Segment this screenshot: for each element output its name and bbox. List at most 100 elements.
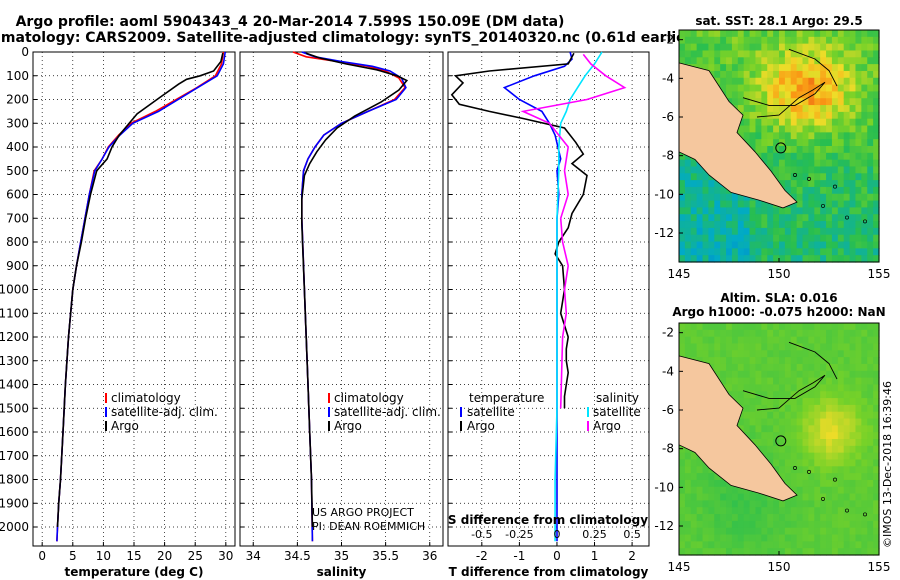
map-cell [790,370,798,379]
map-cell [779,64,786,72]
map-cell [714,30,721,38]
map-cell [855,520,862,529]
map-cell [855,57,862,65]
map-cell [820,105,827,113]
map-cell [779,473,786,481]
map-cell [837,411,845,420]
map-cell [867,493,874,502]
map-cell [726,57,733,65]
map-cell [820,541,827,549]
map-cell [755,527,762,536]
map-cell [767,241,774,249]
map-cell [767,507,774,515]
map-cell [843,50,851,58]
map-cell [679,473,686,481]
legend-label: Argo [593,419,621,433]
x-tick-label: -2 [476,549,488,563]
map-cell [826,363,833,372]
map-cell [684,343,692,351]
map-cell [855,125,862,133]
map-cell [737,363,745,372]
map-cell [761,36,768,45]
map-cell [837,105,845,113]
map-cell [714,43,721,52]
map-cell [761,398,768,406]
map-cell [826,43,833,52]
map-cell [790,377,798,386]
map-cell [773,384,780,392]
map-cell [767,64,774,72]
map-cell [790,125,798,133]
map-cell [720,329,727,338]
map-cell [684,466,692,474]
map-cell [731,77,739,86]
map-cell [796,500,804,508]
map-cell [814,418,821,426]
map-cell [779,363,786,372]
map-cell [820,357,827,365]
map-cell [831,64,839,72]
map-cell [790,473,798,481]
map-cell [849,486,857,495]
map-cell [849,363,857,372]
map-cell [714,336,721,345]
map-cell [767,336,774,345]
map-cell [755,255,762,263]
map-cell [790,527,798,536]
map-cell [790,459,798,467]
map-cell [731,214,739,222]
map-cell [861,452,868,461]
map-cell [820,132,827,140]
map-cell [820,452,827,461]
map-cell [867,173,874,181]
map-cell [690,207,698,215]
map-cell [831,323,839,331]
x-tick-label: 0 [553,549,561,563]
map-cell [849,152,857,161]
map-cell [737,98,745,106]
depth-tick-label: 1800 [0,473,29,487]
map-cell [837,357,845,365]
map-cell [808,425,815,433]
map-cell [843,336,851,345]
map-cell [755,541,762,549]
map-cell [690,43,698,52]
map-cell [796,186,804,195]
map-cell [849,57,857,65]
map-cell [767,425,774,433]
map-cell [784,152,792,161]
map-cell [796,514,804,522]
map-cell [743,548,751,556]
map-cell [820,343,827,351]
map-cell [737,234,745,243]
map-cell [743,43,751,52]
map-cell [837,152,845,161]
map-cell [855,466,862,474]
map-cell [690,520,698,529]
map-cell [702,227,710,236]
map-cell [790,323,798,331]
map-cell [814,43,821,52]
map-cell [843,418,851,426]
map-cell [867,57,874,65]
map-cell [790,30,798,38]
map-cell [867,336,874,345]
map-cell [831,507,839,515]
map-cell [843,323,851,331]
map-cell [867,514,874,522]
map-cell [714,241,721,249]
map-cell [867,84,874,93]
map-cell [849,118,857,127]
map-cell [761,343,768,351]
map-cell [779,36,786,45]
map-cell [820,411,827,420]
map-cell [820,91,827,99]
map-cell [720,248,727,256]
map-cell [696,507,704,515]
map-cell [690,166,698,174]
map-cell [731,534,739,542]
map-cell [790,200,798,209]
map-cell [702,473,710,481]
map-cell [790,50,798,58]
map-cell [814,98,821,106]
